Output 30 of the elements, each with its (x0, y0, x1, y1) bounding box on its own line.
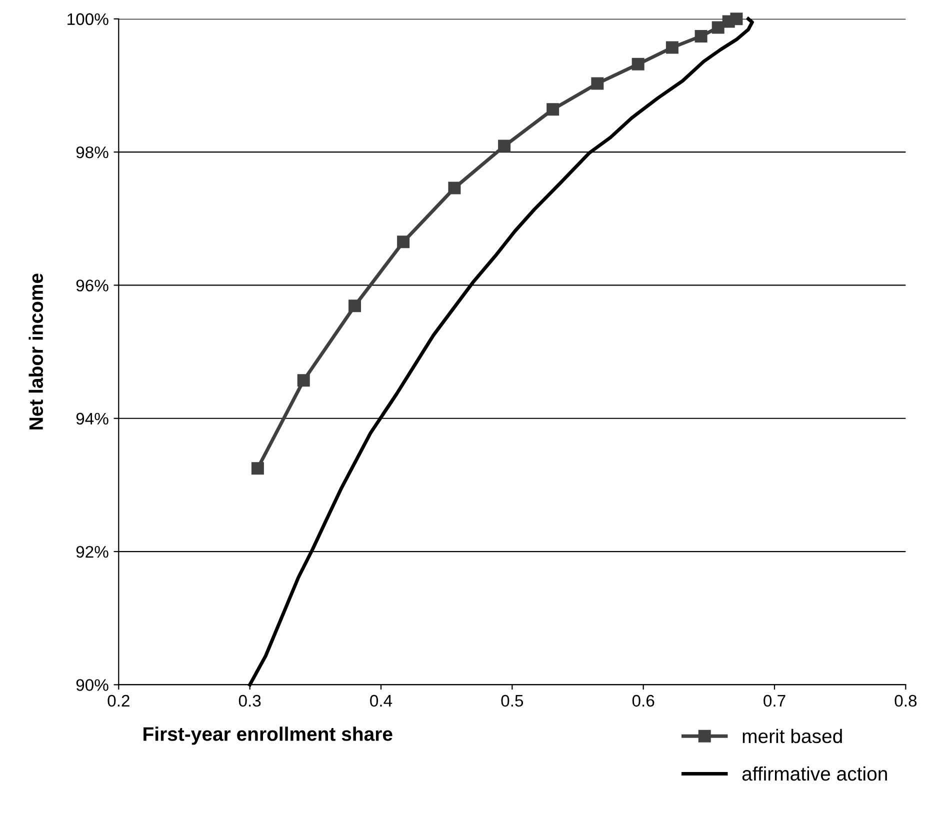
y-tick-label: 90% (76, 679, 108, 691)
point (297, 374, 310, 387)
x-tick-label: 0.3 (238, 694, 261, 707)
x-axis-title: First-year enrollment share (144, 726, 392, 745)
x-tick-label: 0.4 (370, 694, 392, 707)
point (498, 140, 511, 152)
point (251, 462, 264, 475)
y-tick-label: 94% (76, 412, 108, 425)
x-tick-label: 0.7 (764, 694, 786, 707)
y-tick-label: 92% (76, 546, 108, 558)
point (397, 236, 410, 248)
legend-label: merit based (742, 728, 842, 744)
y-tick-label: 98% (76, 146, 108, 158)
x-tick-label: 0.8 (894, 694, 917, 707)
y-axis-title: Net labor income (28, 274, 44, 430)
point (730, 12, 743, 26)
legend-label: affirmative action (742, 766, 887, 781)
x-tick-label: 0.2 (108, 694, 130, 707)
y-tick-label: 96% (76, 280, 108, 292)
point (591, 77, 604, 90)
point (694, 30, 708, 42)
point (348, 300, 362, 312)
point (666, 41, 678, 54)
x-tick-label: 0.6 (632, 694, 654, 707)
point (712, 21, 724, 34)
point (546, 103, 560, 116)
point (448, 182, 461, 194)
point (632, 58, 644, 70)
y-tick-label: 100% (68, 13, 108, 26)
x-tick-label: 0.5 (501, 694, 524, 707)
